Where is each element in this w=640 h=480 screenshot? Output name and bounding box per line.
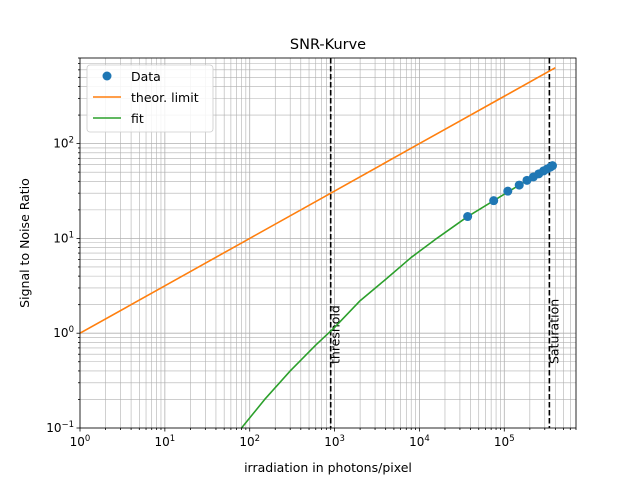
data-point xyxy=(503,186,513,196)
x-tick-label-base: 10 xyxy=(155,435,170,449)
data-markers xyxy=(463,161,557,222)
y-tick-label-base: 10 xyxy=(53,137,68,151)
chart-title: SNR-Kurve xyxy=(290,37,366,53)
x-tick-label-base: 10 xyxy=(239,435,254,449)
data-point xyxy=(548,161,557,171)
legend-frame xyxy=(86,64,214,133)
x-tick-label: 104 xyxy=(409,434,430,449)
x-tick-label-exponent: 1 xyxy=(170,434,175,444)
y-tick-label-exponent: 0 xyxy=(69,325,74,335)
x-axis-label: irradiation in photons/pixel xyxy=(244,460,412,475)
x-tick-label: 105 xyxy=(494,434,515,449)
legend: Data theor. limit fit xyxy=(86,64,214,133)
y-axis-label: Signal to Noise Ratio xyxy=(17,178,32,308)
series-line-fit xyxy=(240,164,556,428)
legend-label-data: Data xyxy=(131,69,161,84)
y-tick-label: 102 xyxy=(53,136,74,151)
y-tick-label-base: 10 xyxy=(53,231,68,245)
y-tick-label-exponent: 1 xyxy=(69,230,74,240)
y-tick-label: 100 xyxy=(53,325,74,340)
y-tick-label-base: 10 xyxy=(53,326,68,340)
x-tick-label-base: 10 xyxy=(324,435,339,449)
legend-label-theor-limit: theor. limit xyxy=(131,90,199,105)
x-tick-label-exponent: 3 xyxy=(340,434,345,444)
x-tick-label-base: 10 xyxy=(494,435,509,449)
series-lines xyxy=(80,67,556,428)
data-point xyxy=(514,180,524,190)
x-tick-label-exponent: 5 xyxy=(509,434,514,444)
x-tick-label-exponent: 2 xyxy=(255,434,260,444)
vline-label-saturation: Saturation xyxy=(546,299,561,364)
y-tick-label-exponent: 2 xyxy=(69,136,74,146)
x-tick-label-base: 10 xyxy=(70,435,85,449)
vline-label-threshold: threshold xyxy=(328,305,343,364)
legend-label-fit: fit xyxy=(131,111,144,126)
x-tick-label: 101 xyxy=(155,434,176,449)
data-point xyxy=(463,212,473,222)
y-tick-label-base: 10 xyxy=(46,421,61,435)
x-tick-label-exponent: 4 xyxy=(424,434,429,444)
y-tick-label: 101 xyxy=(53,230,74,245)
data-point xyxy=(489,196,499,206)
x-tick-label: 103 xyxy=(324,434,345,449)
reference-lines: threshold Saturation xyxy=(328,58,561,428)
x-tick-label: 100 xyxy=(70,434,91,449)
x-tick-label-exponent: 0 xyxy=(85,434,90,444)
series-line-theor-limit xyxy=(80,67,556,334)
y-tick-label: 10−1 xyxy=(46,420,74,435)
y-tick-label-exponent: −1 xyxy=(61,420,74,430)
legend-marker-data xyxy=(102,71,112,81)
x-tick-label: 102 xyxy=(239,434,260,449)
x-tick-label-base: 10 xyxy=(409,435,424,449)
